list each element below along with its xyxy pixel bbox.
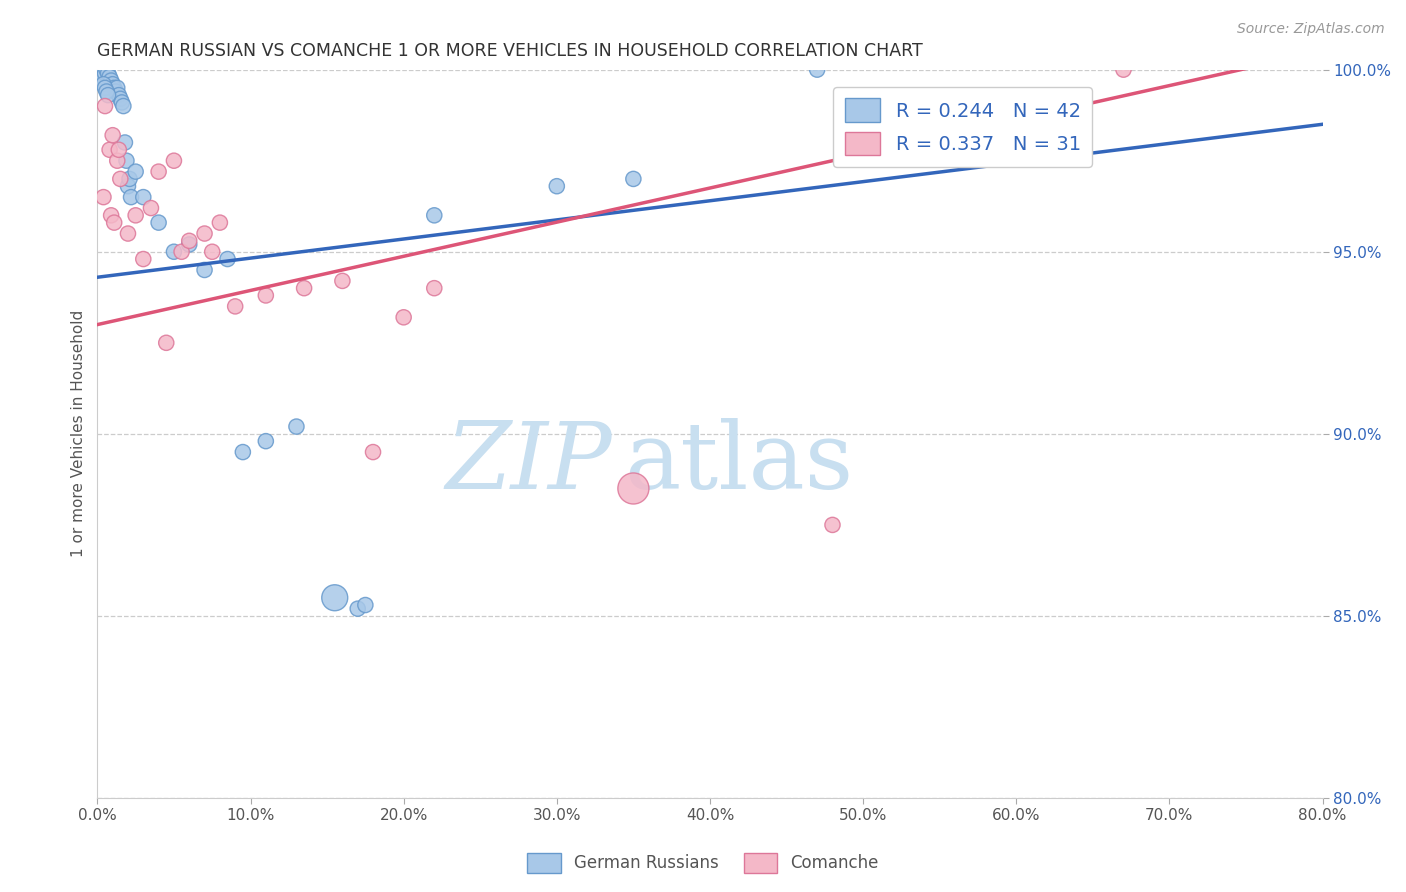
Point	[101, 77, 124, 91]
Point	[132, 190, 155, 204]
Point	[232, 445, 254, 459]
Point	[217, 252, 239, 266]
Point	[179, 237, 201, 252]
Text: Source: ZipAtlas.com: Source: ZipAtlas.com	[1237, 22, 1385, 37]
Point	[94, 99, 117, 113]
Point	[332, 274, 354, 288]
Point	[112, 99, 135, 113]
Point	[1112, 62, 1135, 77]
Point	[208, 216, 231, 230]
Point	[361, 445, 384, 459]
Point	[98, 143, 121, 157]
Point	[114, 136, 136, 150]
Point	[93, 70, 115, 84]
Point	[292, 281, 315, 295]
Point	[132, 252, 155, 266]
Point	[806, 62, 828, 77]
Legend: German Russians, Comanche: German Russians, Comanche	[520, 847, 886, 880]
Point	[117, 227, 139, 241]
Point	[118, 172, 141, 186]
Point	[148, 216, 170, 230]
Point	[94, 80, 117, 95]
Point	[346, 601, 368, 615]
Y-axis label: 1 or more Vehicles in Household: 1 or more Vehicles in Household	[72, 310, 86, 558]
Point	[179, 234, 201, 248]
Point	[117, 179, 139, 194]
Point	[111, 95, 134, 110]
Point	[93, 190, 115, 204]
Point	[139, 201, 162, 215]
Point	[100, 73, 122, 87]
Point	[124, 208, 146, 222]
Point	[110, 92, 132, 106]
Point	[254, 288, 277, 302]
Point	[163, 153, 186, 168]
Point	[107, 88, 129, 103]
Point	[201, 244, 224, 259]
Point	[104, 85, 127, 99]
Point	[110, 172, 132, 186]
Point	[120, 190, 142, 204]
Point	[107, 143, 129, 157]
Point	[224, 299, 246, 313]
Point	[98, 70, 121, 84]
Point	[392, 310, 415, 325]
Point	[96, 62, 118, 77]
Text: atlas: atlas	[624, 418, 853, 508]
Point	[97, 88, 120, 103]
Point	[105, 153, 128, 168]
Point	[93, 77, 115, 91]
Text: ZIP: ZIP	[446, 418, 612, 508]
Point	[91, 66, 114, 80]
Point	[96, 85, 118, 99]
Point	[115, 153, 138, 168]
Point	[821, 517, 844, 532]
Point	[148, 164, 170, 178]
Point	[193, 263, 215, 277]
Point	[94, 66, 117, 80]
Point	[170, 244, 193, 259]
Point	[285, 419, 308, 434]
Point	[89, 62, 111, 77]
Point	[103, 216, 125, 230]
Point	[423, 281, 446, 295]
Point	[124, 164, 146, 178]
Point	[97, 66, 120, 80]
Point	[323, 591, 346, 605]
Text: GERMAN RUSSIAN VS COMANCHE 1 OR MORE VEHICLES IN HOUSEHOLD CORRELATION CHART: GERMAN RUSSIAN VS COMANCHE 1 OR MORE VEH…	[97, 42, 924, 60]
Point	[621, 172, 644, 186]
Point	[103, 80, 125, 95]
Point	[155, 335, 177, 350]
Point	[101, 128, 124, 143]
Point	[546, 179, 568, 194]
Point	[163, 244, 186, 259]
Point	[354, 598, 377, 612]
Point	[193, 227, 215, 241]
Point	[105, 80, 128, 95]
Point	[254, 434, 277, 449]
Point	[423, 208, 446, 222]
Legend: R = 0.244   N = 42, R = 0.337   N = 31: R = 0.244 N = 42, R = 0.337 N = 31	[834, 87, 1092, 167]
Point	[100, 208, 122, 222]
Point	[621, 482, 644, 496]
